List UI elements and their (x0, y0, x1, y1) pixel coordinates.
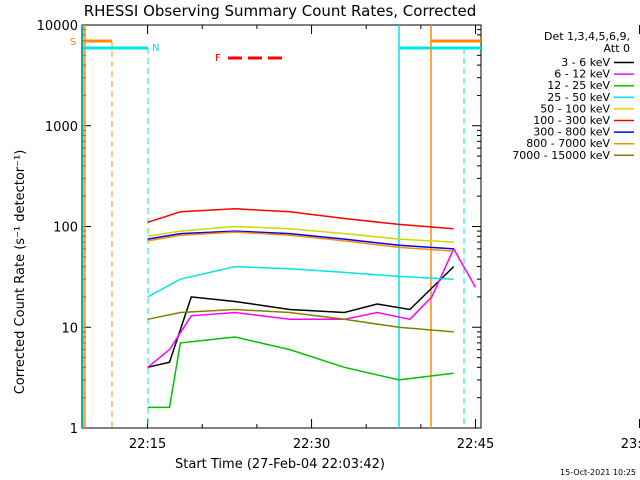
legend-label: 100 - 300 keV (533, 114, 610, 127)
flag-label: N (152, 43, 159, 54)
y-tick-label: 1000 (45, 120, 78, 135)
legend-label: 12 - 25 keV (547, 79, 610, 92)
legend-label: 3 - 6 keV (561, 56, 610, 69)
series-line-4 (147, 265, 454, 298)
series-line-9 (147, 308, 454, 333)
timestamp: 15-Oct-2021 10:25 (560, 468, 636, 477)
series-line-8 (147, 231, 454, 252)
plot-area: 11010010001000022:1522:3022:4523:0023:15… (37, 19, 640, 452)
flag-label: F (215, 53, 221, 64)
legend-label: 800 - 7000 keV (526, 137, 610, 150)
series-line-7 (147, 230, 454, 250)
series-line-6 (147, 208, 454, 230)
legend-label: 7000 - 15000 keV (512, 149, 610, 162)
y-tick-label: 10000 (37, 19, 78, 34)
y-tick-label: 100 (53, 221, 78, 236)
series-line-3 (147, 336, 454, 409)
legend-header-line-1: Det 1,3,4,5,6,9, (544, 30, 630, 43)
y-axis-label: Corrected Count Rate (s⁻¹ detector⁻¹) (13, 150, 28, 395)
legend-label: 25 - 50 keV (547, 91, 610, 104)
x-axis-label: Start Time (27-Feb-04 22:03:42) (175, 457, 385, 472)
legend-label: 50 - 100 keV (540, 102, 610, 115)
x-tick-label: 23:00 (621, 437, 640, 452)
x-tick-label: 22:45 (457, 437, 494, 452)
y-tick-label: 1 (70, 422, 78, 437)
legend-header-line-2: Att 0 (604, 42, 630, 55)
x-tick-label: 22:30 (293, 437, 330, 452)
series-line-2 (147, 247, 477, 368)
legend-label: 300 - 800 keV (533, 126, 610, 139)
legend-label: 6 - 12 keV (554, 68, 610, 81)
chart-title: RHESSI Observing Summary Count Rates, Co… (84, 2, 477, 20)
flag-label: S (70, 37, 76, 48)
y-tick-label: 10 (61, 321, 78, 336)
series-line-5 (147, 225, 454, 243)
series-line-1 (147, 266, 455, 369)
x-tick-label: 22:15 (129, 437, 166, 452)
